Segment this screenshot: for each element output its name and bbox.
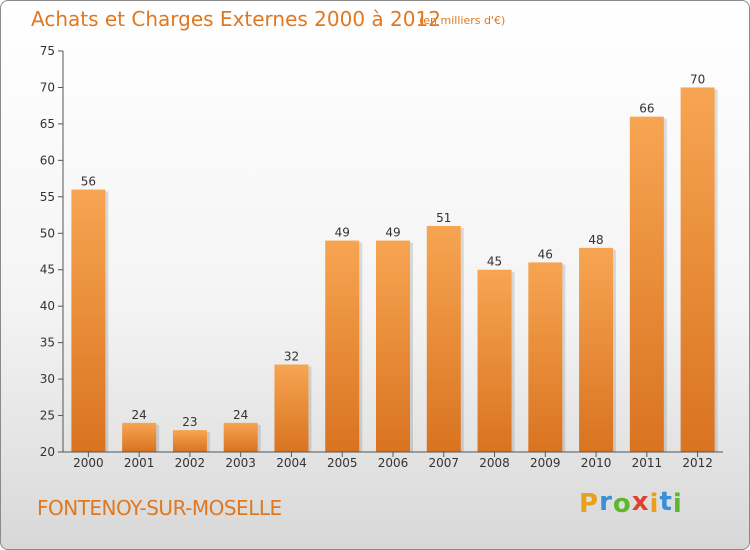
logo-letter: x	[631, 487, 650, 517]
logo-letter: i	[649, 489, 660, 519]
y-tick-label: 20	[40, 445, 55, 459]
y-tick-label: 30	[40, 372, 55, 386]
y-tick-label: 65	[40, 117, 55, 131]
bar	[122, 422, 157, 452]
data-label: 45	[487, 255, 502, 269]
data-label: 49	[335, 226, 350, 240]
bar	[223, 422, 258, 452]
data-label: 32	[284, 350, 299, 364]
data-label: 46	[538, 247, 553, 261]
x-tick-label: 2012	[682, 456, 713, 470]
data-label: 49	[385, 226, 400, 240]
bar	[325, 240, 360, 452]
y-tick-label: 50	[40, 226, 55, 240]
x-tick-label: 2002	[175, 456, 206, 470]
logo-letter: t	[659, 487, 673, 517]
bar	[629, 116, 664, 453]
y-tick-label: 60	[40, 153, 55, 167]
chart-subtitle: (en milliers d'€)	[419, 14, 506, 27]
commune-name: FONTENOY-SUR-MOSELLE	[37, 496, 282, 520]
bar	[274, 364, 309, 452]
data-label: 24	[233, 408, 248, 422]
y-tick-label: 55	[40, 190, 55, 204]
data-label: 56	[81, 175, 96, 189]
y-tick-label: 25	[40, 409, 55, 423]
x-tick-label: 2008	[479, 456, 510, 470]
x-tick-label: 2006	[378, 456, 409, 470]
chart-title: Achats et Charges Externes 2000 à 2012	[31, 7, 441, 31]
y-tick-label: 70	[40, 80, 55, 94]
x-tick-label: 2011	[632, 456, 663, 470]
proxiti-logo: Proxiti	[579, 487, 683, 519]
y-tick-label: 40	[40, 299, 55, 313]
logo-letter: i	[672, 489, 683, 519]
x-tick-label: 2007	[428, 456, 459, 470]
logo-letter: P	[579, 489, 600, 519]
bar	[71, 189, 106, 452]
data-label: 48	[588, 233, 603, 247]
bar	[426, 225, 461, 452]
bar	[528, 262, 563, 452]
y-tick-label: 45	[40, 263, 55, 277]
x-tick-label: 2010	[581, 456, 612, 470]
x-tick-label: 2000	[73, 456, 104, 470]
bar	[477, 269, 512, 452]
bar	[376, 240, 410, 452]
bar	[579, 247, 614, 452]
y-tick-label: 75	[40, 44, 55, 58]
x-tick-label: 2005	[327, 456, 358, 470]
bar	[172, 430, 207, 452]
x-tick-label: 2004	[276, 456, 307, 470]
data-label: 70	[690, 72, 705, 86]
x-tick-label: 2001	[124, 456, 155, 470]
data-label: 66	[639, 102, 654, 116]
x-tick-label: 2003	[225, 456, 256, 470]
bar	[680, 87, 715, 453]
y-tick-label: 35	[40, 336, 55, 350]
data-label: 23	[182, 415, 197, 429]
logo-letter: r	[599, 487, 613, 517]
x-tick-label: 2009	[530, 456, 561, 470]
data-label: 24	[132, 408, 147, 422]
logo-letter: o	[612, 489, 632, 519]
data-label: 51	[436, 211, 451, 225]
